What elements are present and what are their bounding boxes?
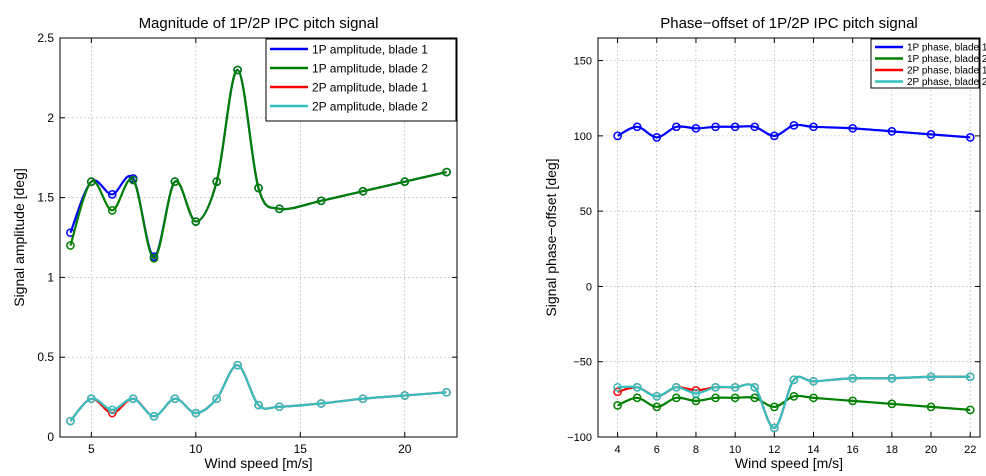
y-tick-label: 2 — [47, 111, 54, 125]
series-line-1 — [618, 125, 971, 138]
x-tick-label: 20 — [925, 444, 937, 456]
legend-entry: 1P amplitude, blade 2 — [312, 61, 428, 75]
y-tick-label: 150 — [574, 56, 592, 68]
x-tick-label: 6 — [654, 444, 660, 456]
y-tick-label: 100 — [574, 131, 592, 143]
y-axis-label: Signal phase−offset [deg] — [543, 158, 559, 316]
legend-entry: 1P phase, blade 2 — [907, 54, 986, 65]
amplitude-chart: 5 10 15 20 0 0.5 1 1.5 2 2.5 Magnitude of 1P/2P IP… — [11, 15, 457, 471]
x-axis-label: Wind speed [m/s] — [204, 455, 312, 471]
series-line-4 — [618, 377, 971, 428]
legend: 1P phase, blade 11P phase, blade 22P pha… — [871, 39, 986, 88]
legend-entry: 2P phase, blade 2 — [907, 77, 986, 88]
chart-title: Phase−offset of 1P/2P IPC pitch signal — [660, 15, 918, 32]
x-tick-label: 20 — [398, 442, 412, 456]
x-tick-label: 5 — [88, 442, 95, 456]
x-tick-label: 10 — [189, 442, 203, 456]
y-tick-label: −50 — [573, 357, 592, 369]
series-line-2 — [618, 396, 971, 410]
x-tick-label: 18 — [886, 444, 898, 456]
y-tick-label: 0.5 — [37, 350, 54, 364]
x-axis-label: Wind speed [m/s] — [735, 455, 843, 471]
legend-entry: 1P phase, blade 1 — [907, 43, 986, 54]
x-tick-label: 16 — [847, 444, 859, 456]
x-tick-label: 22 — [964, 444, 976, 456]
y-tick-label: 0 — [47, 430, 54, 444]
series-line-3 — [70, 365, 446, 421]
legend-entry: 2P amplitude, blade 1 — [312, 80, 428, 94]
y-tick-label: −100 — [567, 432, 592, 444]
legend: 1P amplitude, blade 1 1P amplitude, blade… — [266, 39, 456, 121]
y-tick-label: 2.5 — [37, 31, 54, 45]
series-line-4 — [70, 365, 446, 421]
phase-offset-chart: 4 6 8 10 12 14 16 18 20 22 −100 −50 0 50 100 150 Phase−o… — [543, 15, 986, 471]
y-tick-label: 0 — [586, 281, 592, 293]
data-point — [67, 417, 74, 424]
legend-entry: 2P phase, blade 1 — [907, 66, 986, 77]
x-tick-label: 8 — [693, 444, 699, 456]
series-line-3 — [618, 377, 971, 428]
y-tick-label: 1.5 — [37, 191, 54, 205]
chart-title: Magnitude of 1P/2P IPC pitch signal — [139, 15, 379, 32]
legend-entry: 2P amplitude, blade 2 — [312, 99, 428, 113]
legend-entry: 1P amplitude, blade 1 — [312, 42, 428, 56]
y-tick-label: 50 — [580, 206, 592, 218]
x-tick-label: 4 — [615, 444, 621, 456]
x-tick-label: 15 — [294, 442, 308, 456]
y-axis-label: Signal amplitude [deg] — [11, 168, 27, 307]
y-tick-label: 1 — [47, 270, 54, 284]
